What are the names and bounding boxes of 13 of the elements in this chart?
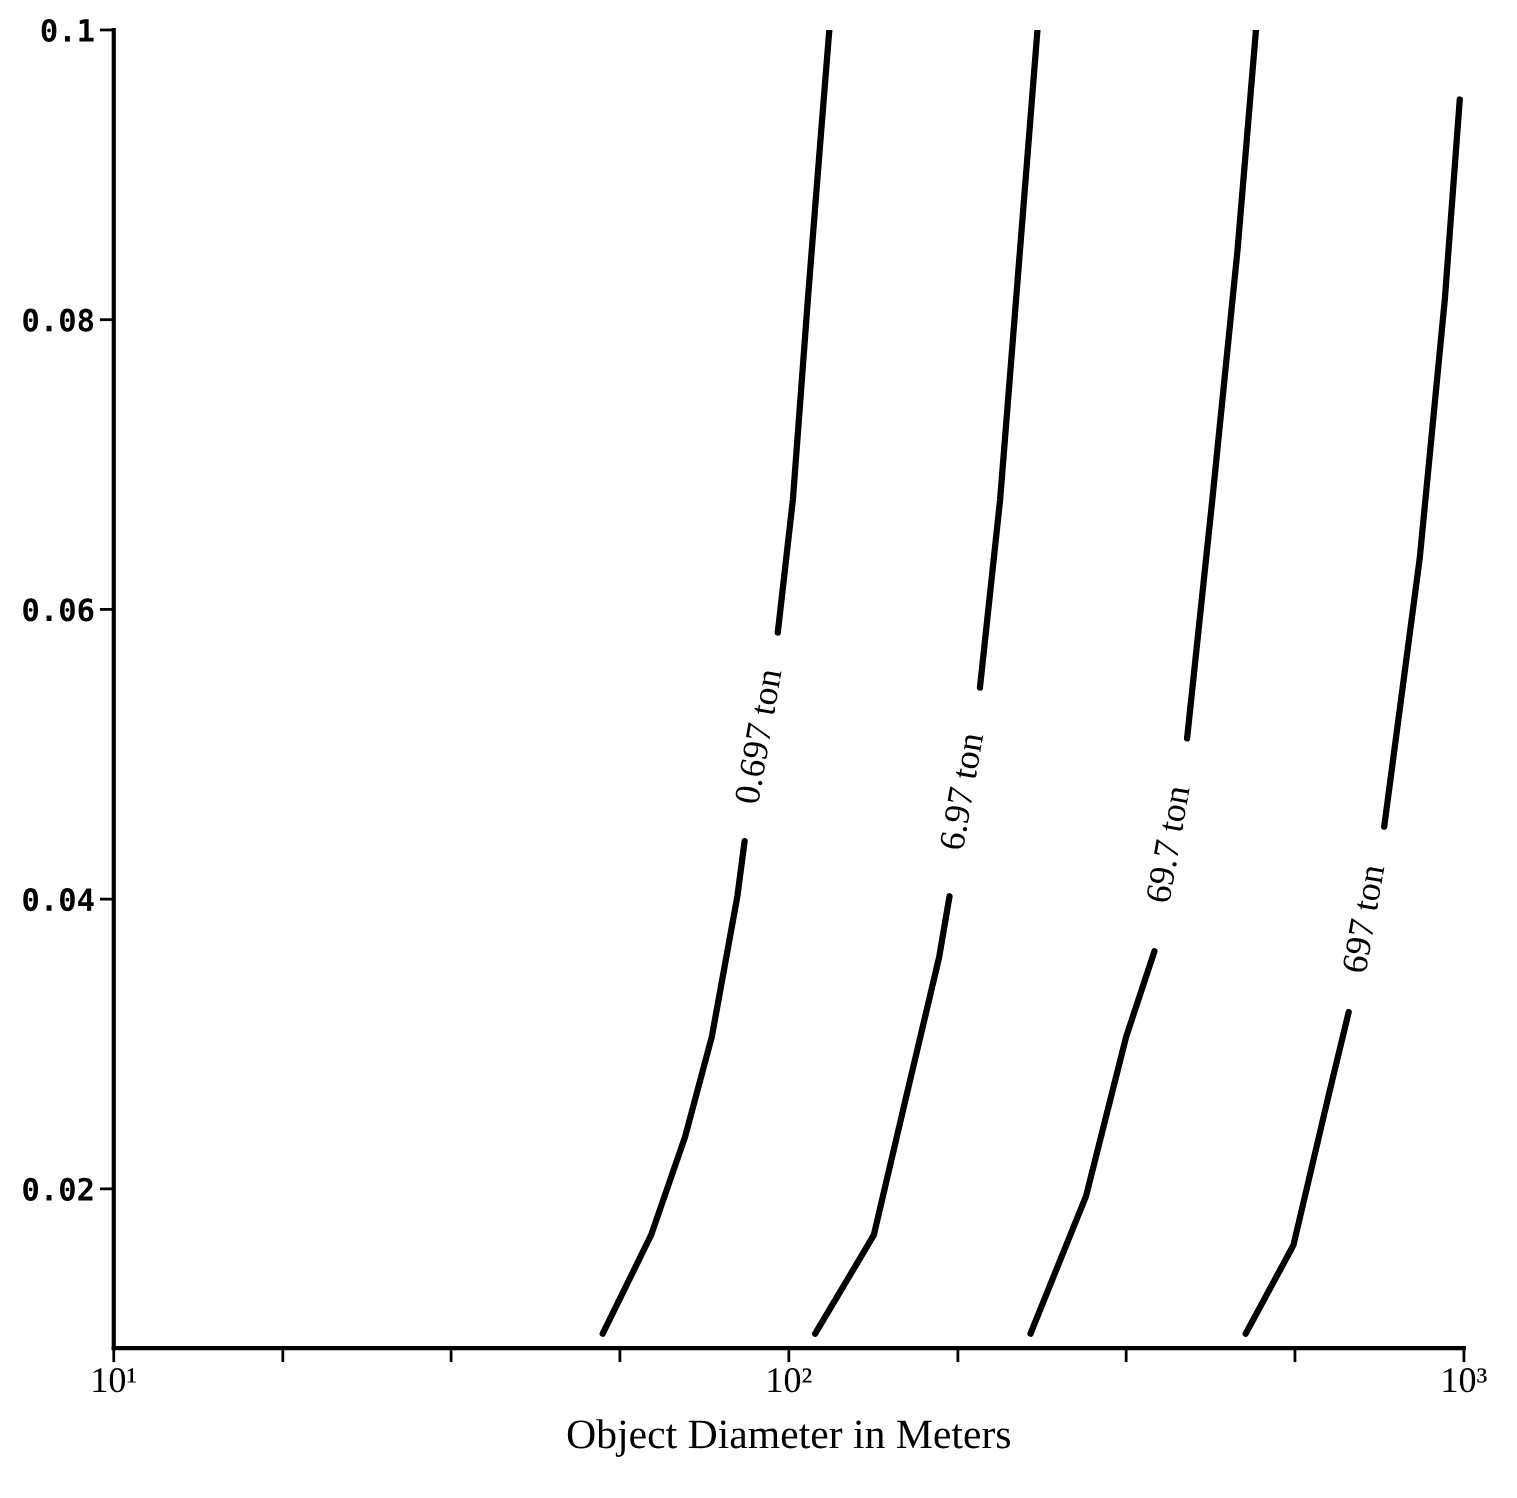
x-tick-label: 10² <box>768 1367 812 1393</box>
y-tick-label: 0.02 <box>23 1177 93 1201</box>
y-tick-label: 0.1 <box>41 18 94 42</box>
y-tick-label: 0.08 <box>23 308 94 332</box>
text: 69.7 ton <box>1145 784 1191 904</box>
text: 697 ton <box>1342 863 1385 974</box>
y-tick-label: 0.04 <box>23 888 94 912</box>
x-axis-title: Object Diameter in Meters <box>567 1419 1011 1457</box>
x-tick-label: 10¹ <box>93 1367 136 1393</box>
text: 0.697 ton <box>734 667 782 805</box>
y-tick-label: 0.06 <box>23 598 94 622</box>
text: 6.97 ton <box>939 731 984 851</box>
x-tick-label: 10³ <box>1443 1367 1487 1393</box>
